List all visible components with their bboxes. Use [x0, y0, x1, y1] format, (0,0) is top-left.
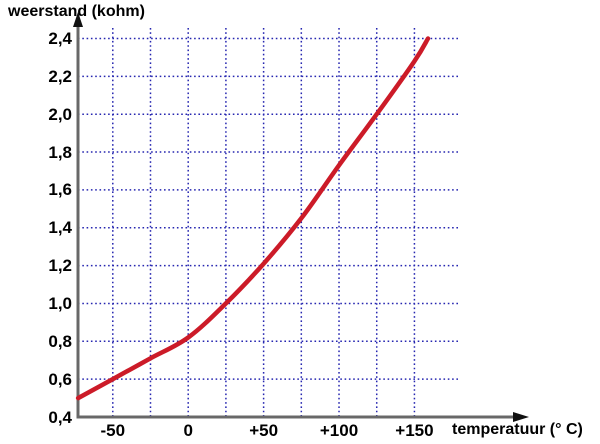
x-tick-label-+100: +100	[319, 421, 359, 440]
x-axis-title: temperatuur (° C)	[452, 421, 583, 438]
y-tick-label-1,8: 1,8	[48, 142, 72, 162]
y-tick-label-0,6: 0,6	[48, 369, 72, 389]
x-axis-arrow-icon	[513, 412, 529, 422]
x-tick-label--50: -50	[100, 421, 126, 440]
x-tick-label-0: 0	[183, 421, 193, 440]
resistance-curve	[75, 36, 431, 401]
y-tick-label-1,4: 1,4	[48, 218, 72, 238]
y-tick-label-1,0: 1,0	[48, 293, 72, 313]
y-tick-label-2,2: 2,2	[48, 66, 72, 86]
y-tick-label-0,4: 0,4	[48, 407, 72, 427]
x-tick-label-+50: +50	[249, 421, 279, 440]
x-tick-label-+150: +150	[395, 421, 434, 440]
y-tick-label-1,2: 1,2	[48, 256, 72, 276]
y-axis-title: weerstand (kohm)	[8, 3, 145, 20]
y-axis-arrow-icon	[73, 12, 83, 27]
y-tick-label-1,6: 1,6	[48, 180, 72, 200]
y-tick-label-2,4: 2,4	[48, 29, 72, 48]
y-tick-label-0,8: 0,8	[48, 331, 72, 351]
y-tick-label-2,0: 2,0	[48, 104, 72, 124]
